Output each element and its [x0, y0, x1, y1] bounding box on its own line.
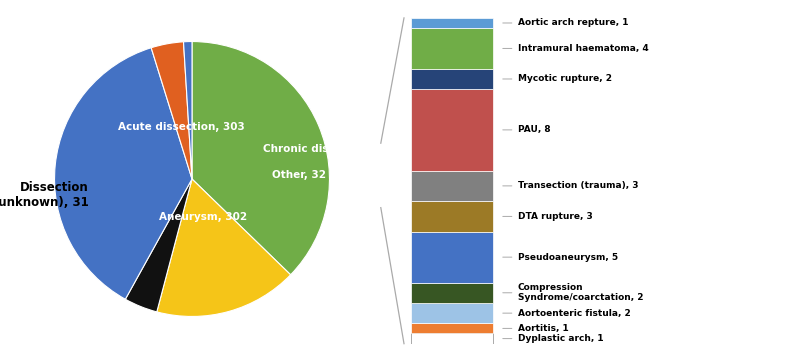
Text: Transection (trauma), 3: Transection (trauma), 3 [518, 182, 638, 190]
Text: Chronic dissection, 137: Chronic dissection, 137 [263, 144, 402, 154]
Text: Intramural haematoma, 4: Intramural haematoma, 4 [518, 44, 648, 53]
Text: Dyplastic arch, 1: Dyplastic arch, 1 [518, 334, 603, 343]
Text: Dissection
(unknown), 31: Dissection (unknown), 31 [0, 182, 89, 209]
Bar [411, 69, 493, 89]
Bar [411, 89, 493, 171]
Wedge shape [126, 179, 192, 312]
Bar [411, 303, 493, 323]
Bar [411, 334, 493, 344]
Text: Mycotic rupture, 2: Mycotic rupture, 2 [518, 74, 611, 83]
Text: Aortic arch repture, 1: Aortic arch repture, 1 [518, 19, 628, 28]
Text: Aortitis, 1: Aortitis, 1 [518, 324, 568, 333]
Wedge shape [151, 42, 192, 179]
Text: Pseudoaneurysm, 5: Pseudoaneurysm, 5 [518, 253, 618, 262]
Bar [411, 28, 493, 69]
Text: Acute dissection, 303: Acute dissection, 303 [118, 122, 244, 132]
Text: PAU, 8: PAU, 8 [518, 125, 550, 134]
Text: Compression
Syndrome/coarctation, 2: Compression Syndrome/coarctation, 2 [518, 283, 643, 303]
Wedge shape [54, 48, 192, 299]
Wedge shape [157, 179, 290, 316]
Bar [411, 232, 493, 282]
Wedge shape [192, 42, 330, 275]
Wedge shape [183, 42, 192, 179]
Bar [411, 323, 493, 334]
Text: DTA rupture, 3: DTA rupture, 3 [518, 212, 592, 221]
Bar [411, 201, 493, 232]
Bar [411, 171, 493, 201]
Text: Aortoenteric fistula, 2: Aortoenteric fistula, 2 [518, 309, 630, 318]
Text: Aneurysm, 302: Aneurysm, 302 [159, 213, 247, 222]
Bar [411, 282, 493, 303]
Text: Other, 32: Other, 32 [272, 170, 326, 180]
Bar [411, 18, 493, 28]
